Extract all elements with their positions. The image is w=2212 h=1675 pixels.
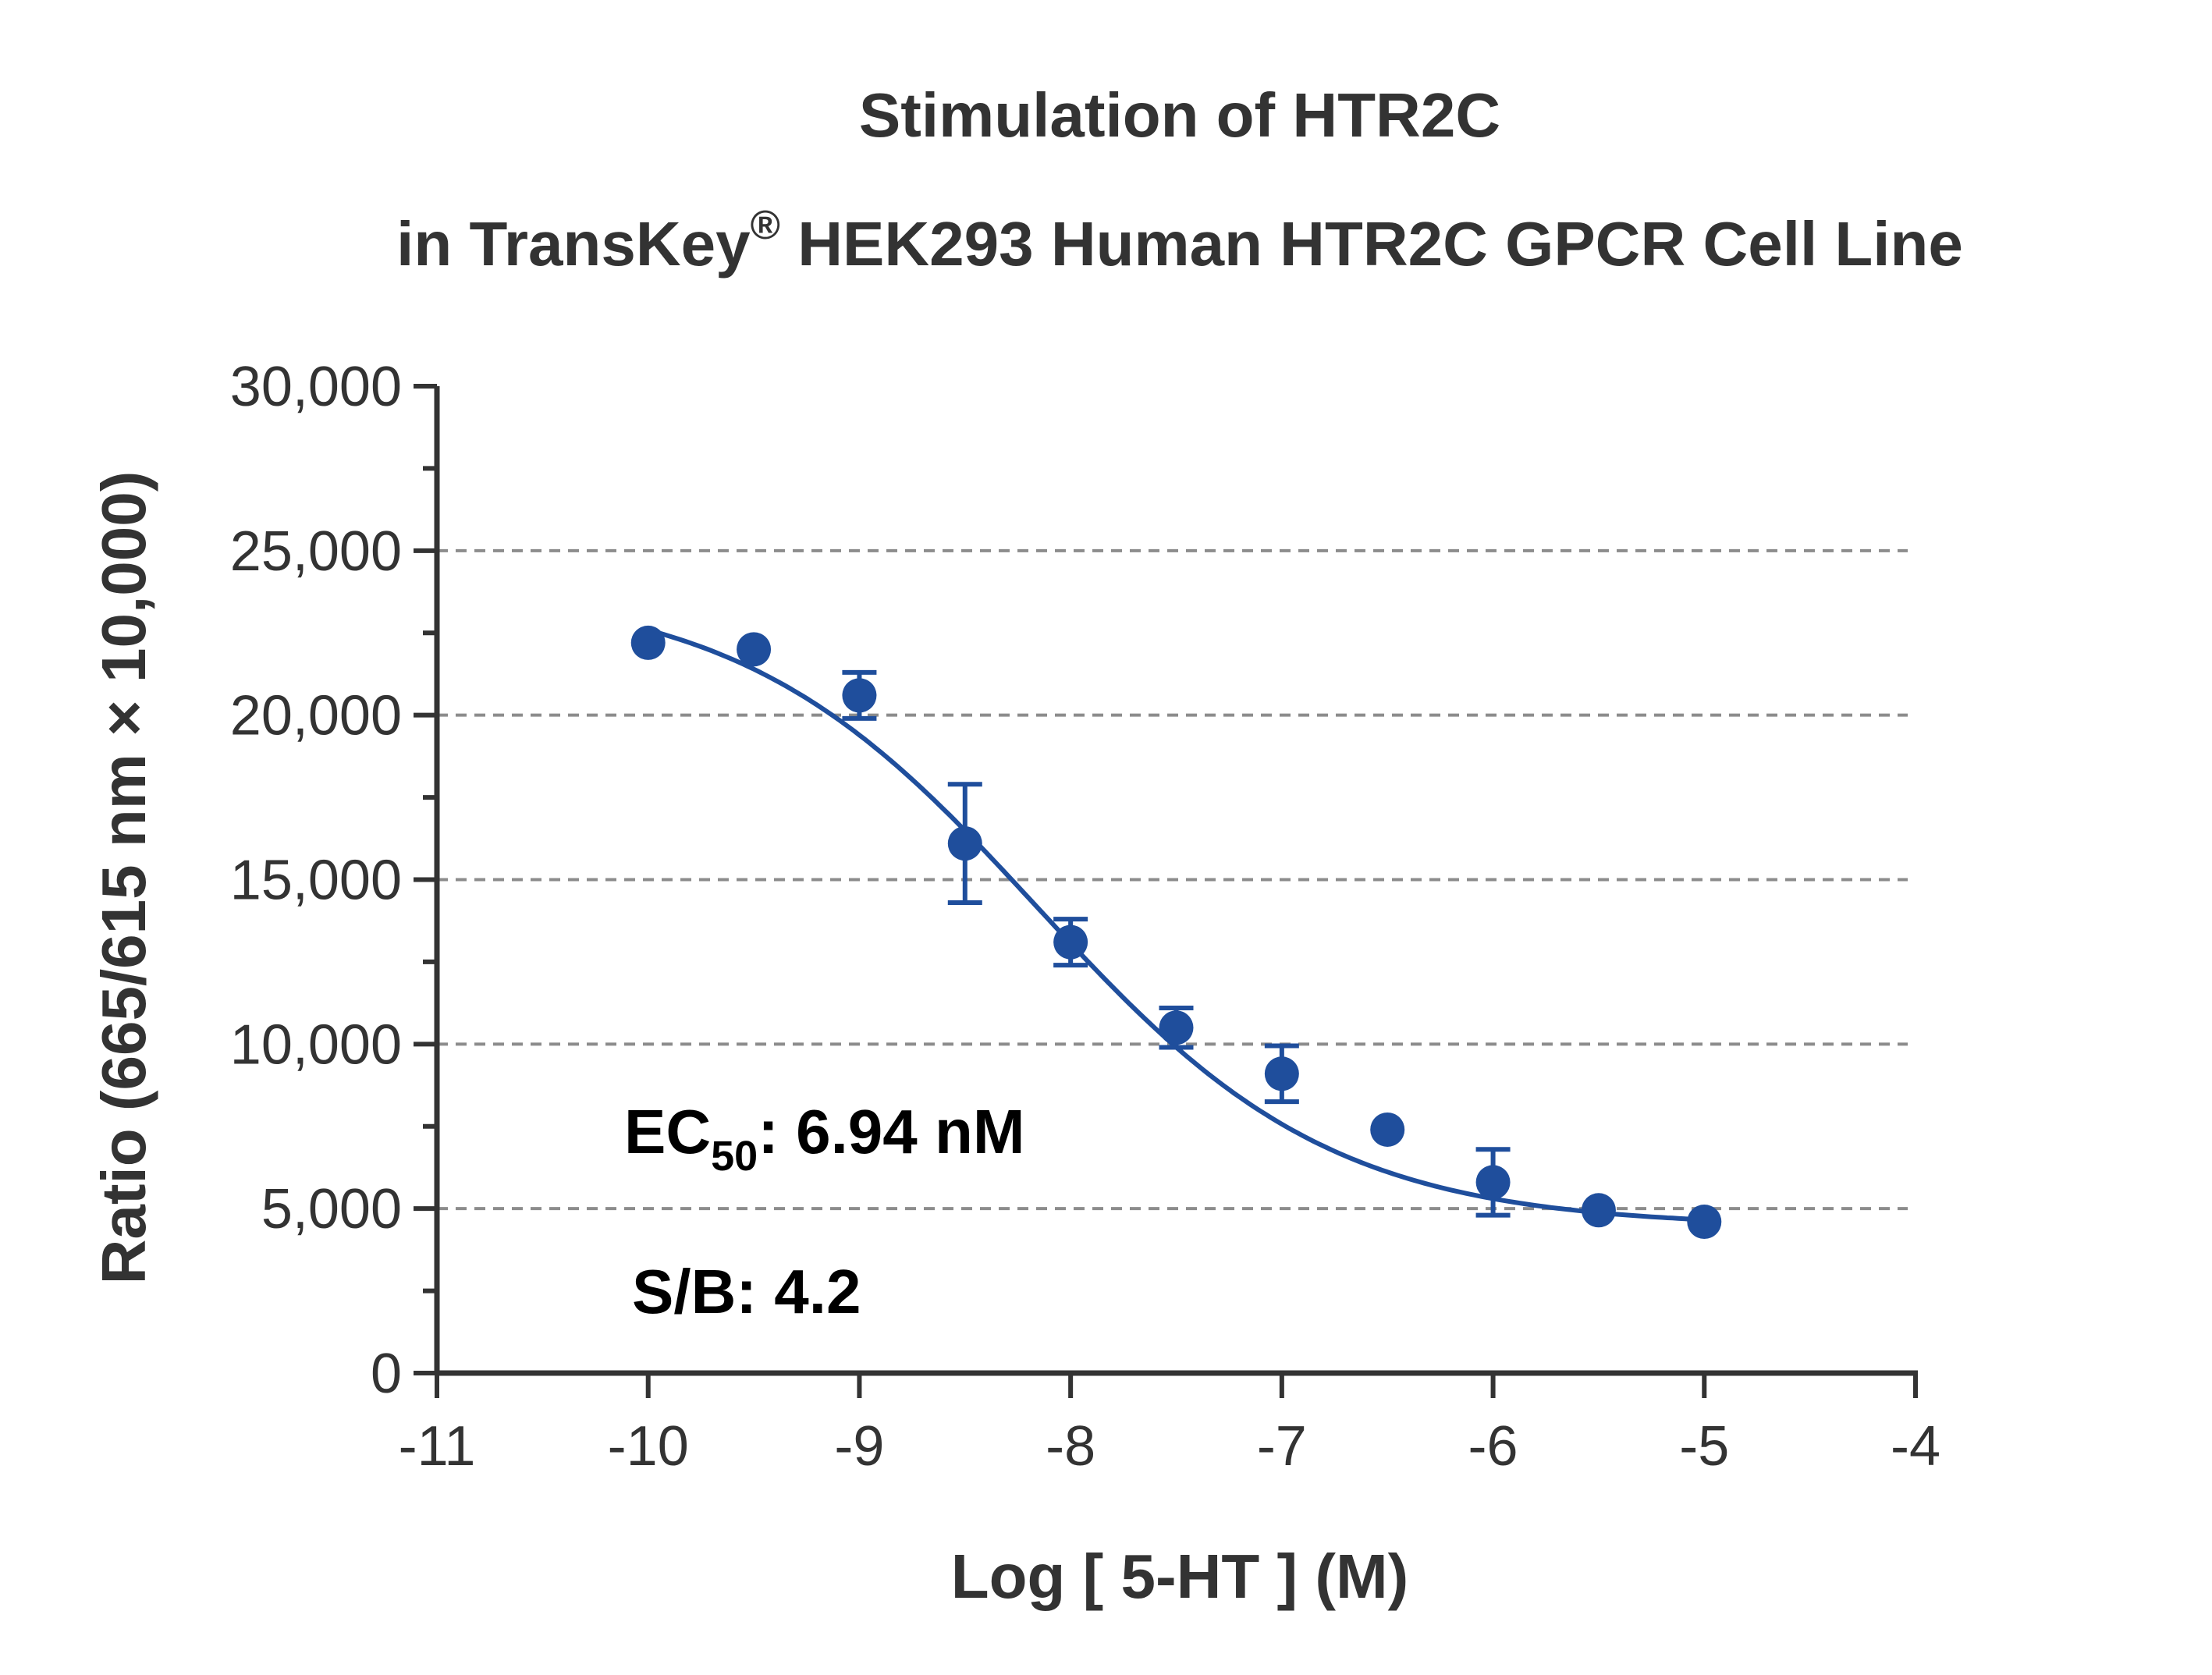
y-axis: 0 5,000 10,000 15,000 20,000 25,000 30,000 [230, 356, 440, 1405]
x-tick-label: -5 [1679, 1415, 1729, 1478]
chart-title-line1: Stimulation of HTR2C [859, 80, 1500, 150]
y-tick-label: 20,000 [230, 685, 402, 747]
data-point [842, 678, 877, 713]
data-points [630, 625, 1722, 1240]
x-tick-label: -6 [1468, 1415, 1518, 1478]
y-axis-label: Ratio (665/615 nm × 10,000) [89, 471, 158, 1285]
chart-title-line2: in TransKey® HEK293 Human HTR2C GPCR Cel… [396, 203, 1963, 279]
data-point [1475, 1165, 1511, 1200]
x-axis: -11 -10 -9 -8 -7 -6 -5 -4 [399, 1370, 1940, 1478]
y-tick-label: 10,000 [230, 1013, 402, 1076]
data-point [1581, 1193, 1616, 1228]
x-axis-label: Log [ 5-HT ] (M) [951, 1542, 1408, 1611]
x-tick-label: -10 [608, 1415, 689, 1478]
y-tick-label: 0 [371, 1343, 402, 1405]
y-tick-label: 25,000 [230, 520, 402, 583]
y-tick-label: 15,000 [230, 850, 402, 912]
x-tick-label: -8 [1046, 1415, 1095, 1478]
data-point [737, 632, 772, 667]
data-point [947, 826, 982, 861]
y-tick-label: 5,000 [261, 1178, 402, 1240]
grid-lines [437, 548, 1908, 1211]
data-point [1687, 1205, 1722, 1240]
x-tick-label: -7 [1257, 1415, 1307, 1478]
sb-annotation: S/B: 4.2 [632, 1257, 861, 1326]
x-tick-label: -4 [1891, 1415, 1940, 1478]
data-point [1159, 1010, 1194, 1045]
ec50-annotation: EC50: 6.94 nM [624, 1097, 1025, 1180]
data-point [1370, 1112, 1405, 1147]
y-tick-label: 30,000 [230, 356, 402, 418]
x-tick-label: -9 [834, 1415, 884, 1478]
data-point [1264, 1056, 1299, 1091]
data-point [1053, 924, 1088, 960]
data-point [630, 625, 666, 660]
x-tick-label: -11 [399, 1415, 476, 1478]
